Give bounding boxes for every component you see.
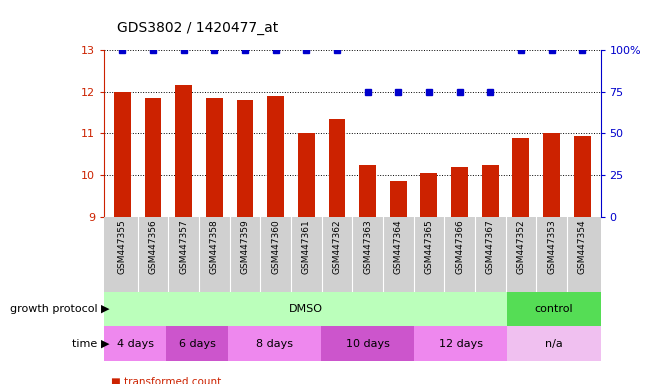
Text: GSM447359: GSM447359 — [240, 219, 250, 274]
Bar — [166, 326, 228, 361]
Text: GSM447356: GSM447356 — [148, 219, 158, 274]
Text: GSM447354: GSM447354 — [578, 219, 586, 274]
Text: control: control — [535, 304, 573, 314]
Text: ■ transformed count: ■ transformed count — [111, 377, 221, 384]
Text: ▶: ▶ — [101, 339, 109, 349]
Text: GDS3802 / 1420477_at: GDS3802 / 1420477_at — [117, 21, 278, 35]
Text: GSM447358: GSM447358 — [210, 219, 219, 274]
Text: GSM447363: GSM447363 — [363, 219, 372, 274]
Text: growth protocol: growth protocol — [9, 304, 101, 314]
Text: ▶: ▶ — [101, 304, 109, 314]
Bar — [513, 137, 529, 217]
Bar — [421, 173, 437, 217]
Text: GSM447366: GSM447366 — [455, 219, 464, 274]
Bar — [482, 165, 499, 217]
Text: 12 days: 12 days — [439, 339, 483, 349]
Bar — [507, 292, 601, 326]
Text: GSM447355: GSM447355 — [118, 219, 127, 274]
Text: GSM447360: GSM447360 — [271, 219, 280, 274]
Bar — [104, 326, 166, 361]
Bar — [237, 100, 254, 217]
Bar — [206, 98, 223, 217]
Text: time: time — [72, 339, 101, 349]
Bar — [507, 326, 601, 361]
Text: 6 days: 6 days — [178, 339, 215, 349]
Bar — [451, 167, 468, 217]
Text: GSM447362: GSM447362 — [332, 219, 342, 274]
Bar — [267, 96, 284, 217]
Text: 8 days: 8 days — [256, 339, 293, 349]
Bar — [329, 119, 346, 217]
Text: DMSO: DMSO — [289, 304, 323, 314]
Bar — [145, 98, 162, 217]
Bar — [228, 326, 321, 361]
Bar — [359, 165, 376, 217]
Bar — [298, 134, 315, 217]
Text: GSM447353: GSM447353 — [547, 219, 556, 274]
Bar — [414, 326, 507, 361]
Text: GSM447364: GSM447364 — [394, 219, 403, 274]
Text: GSM447357: GSM447357 — [179, 219, 188, 274]
Text: n/a: n/a — [545, 339, 563, 349]
Bar — [543, 134, 560, 217]
Bar — [114, 92, 131, 217]
Bar — [104, 292, 507, 326]
Bar — [574, 136, 590, 217]
Text: GSM447367: GSM447367 — [486, 219, 495, 274]
Text: GSM447365: GSM447365 — [424, 219, 433, 274]
Bar — [321, 326, 414, 361]
Text: GSM447361: GSM447361 — [302, 219, 311, 274]
Bar — [390, 182, 407, 217]
Text: 10 days: 10 days — [346, 339, 390, 349]
Text: GSM447352: GSM447352 — [517, 219, 525, 274]
Text: 4 days: 4 days — [117, 339, 154, 349]
Bar — [175, 85, 192, 217]
